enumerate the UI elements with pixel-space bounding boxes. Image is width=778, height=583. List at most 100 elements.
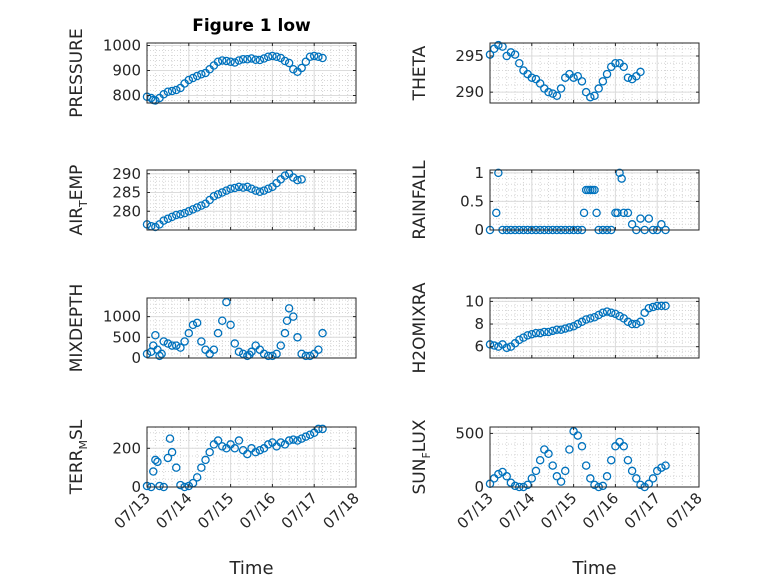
data-point <box>657 301 666 311</box>
data-point <box>230 58 240 67</box>
data-point <box>243 182 252 192</box>
data-point <box>293 436 302 445</box>
y-tick-label: 285 <box>112 184 141 202</box>
data-point <box>632 319 641 329</box>
data-point <box>272 349 281 359</box>
y-tick-label: 8 <box>474 315 484 333</box>
data-point <box>594 84 603 93</box>
data-point <box>305 351 315 361</box>
data-point <box>192 71 202 81</box>
data-point <box>230 339 240 348</box>
data-point <box>263 52 273 62</box>
data-point <box>636 480 645 490</box>
x-tick-label: 07/16 <box>236 489 279 532</box>
data-point <box>657 220 666 229</box>
subplot-rainfall: 0 0.5 1 RAINFALL <box>410 160 700 240</box>
data-point <box>527 474 537 483</box>
y-axis-label: THETA <box>410 45 430 101</box>
x-tick-label: 07/18 <box>320 489 363 532</box>
data-point <box>640 308 649 317</box>
data-point <box>627 466 637 476</box>
data-point <box>151 96 160 105</box>
data-point <box>627 319 637 329</box>
data-point <box>301 57 311 67</box>
data-point <box>276 438 286 447</box>
data-point <box>213 436 223 445</box>
data-point <box>573 72 583 81</box>
axes-box <box>146 42 357 104</box>
data-point <box>209 191 219 201</box>
data-point <box>606 455 616 465</box>
data-point <box>548 89 557 98</box>
y-tick-label: 800 <box>112 87 141 105</box>
figure-title: Figure 1 low <box>192 16 311 36</box>
x-tick-label: 07/17 <box>278 489 321 532</box>
data-point <box>615 311 624 321</box>
axes-background <box>147 427 356 487</box>
data-point <box>251 447 260 457</box>
axes-box <box>489 169 700 231</box>
data-point <box>163 214 173 223</box>
data-point <box>565 323 574 332</box>
data-point <box>238 55 248 64</box>
data-point <box>263 440 273 449</box>
data-point <box>506 48 516 57</box>
data-point <box>544 87 553 97</box>
data-point <box>515 58 524 68</box>
data-point <box>255 445 265 455</box>
y-axis-label: PRESSURE <box>67 28 87 117</box>
data-point <box>222 186 231 195</box>
data-point <box>623 455 633 465</box>
data-point <box>255 187 265 196</box>
data-point <box>577 77 587 86</box>
data-point <box>611 58 620 68</box>
x-tick-label: 07/15 <box>194 489 237 532</box>
subplot-theta: 290 295 THETA <box>410 40 700 104</box>
data-point <box>535 328 545 338</box>
data-point <box>577 442 587 451</box>
data-point <box>636 67 645 77</box>
data-point <box>247 184 256 193</box>
data-point <box>167 212 177 222</box>
data-point <box>548 461 557 470</box>
data-point <box>188 73 198 83</box>
axes-background <box>490 427 699 487</box>
data-point <box>535 455 545 465</box>
data-point <box>213 328 223 338</box>
data-point <box>192 318 202 328</box>
data-point <box>661 301 670 311</box>
data-point <box>176 480 185 490</box>
data-point <box>602 307 612 316</box>
data-point <box>280 171 290 180</box>
data-point <box>217 442 227 451</box>
data-point <box>282 316 292 326</box>
data-point <box>163 87 173 97</box>
data-point <box>176 83 185 93</box>
data-point <box>581 315 591 324</box>
data-point <box>297 63 306 73</box>
data-point <box>217 56 227 65</box>
y-tick-label: 0 <box>474 478 484 496</box>
subplot-sun_flux: 0500SUNFLUX07/1307/1407/1507/1607/1707/1… <box>410 419 706 579</box>
data-point <box>176 343 185 352</box>
data-point <box>531 466 541 476</box>
data-point <box>556 84 566 93</box>
data-point <box>259 54 269 63</box>
data-point <box>598 77 608 86</box>
data-point <box>544 449 553 459</box>
data-point <box>573 431 583 440</box>
y-tick-label: 6 <box>474 338 484 356</box>
data-point <box>234 56 244 65</box>
data-point <box>648 474 658 483</box>
x-tick-label: 07/16 <box>579 489 622 532</box>
data-point <box>544 327 553 337</box>
data-point <box>192 473 202 482</box>
data-point <box>579 208 589 218</box>
axes-background <box>490 43 699 103</box>
data-point <box>309 51 319 61</box>
data-point <box>217 316 227 326</box>
data-point <box>619 62 629 72</box>
y-tick-label: 1000 <box>103 308 141 326</box>
data-point <box>172 85 181 95</box>
data-point <box>318 53 327 63</box>
